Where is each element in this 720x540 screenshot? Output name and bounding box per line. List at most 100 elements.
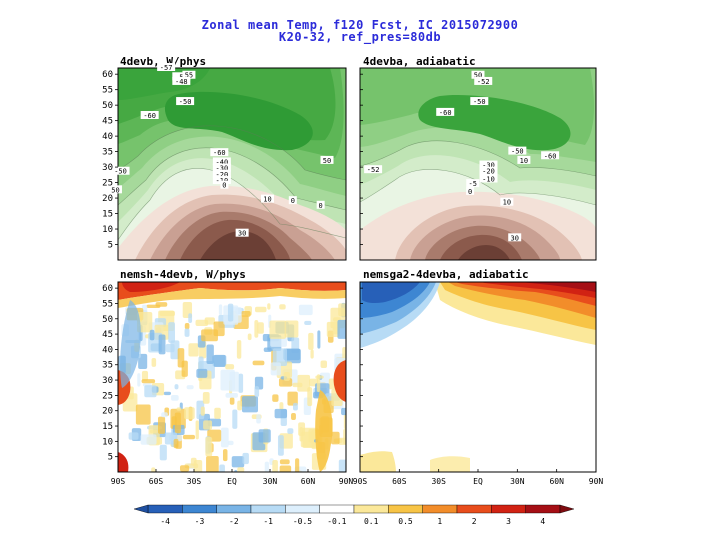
noise-cell bbox=[277, 435, 284, 456]
contour-label: -50 bbox=[511, 148, 524, 156]
p4-blue-4 bbox=[362, 282, 420, 304]
colorbar-label: -4 bbox=[160, 517, 170, 526]
noise-cell bbox=[173, 438, 179, 449]
noise-cell bbox=[284, 320, 299, 338]
noise-cell bbox=[292, 382, 303, 388]
noise-cell bbox=[254, 386, 260, 397]
noise-cell bbox=[252, 360, 265, 366]
noise-cell bbox=[159, 444, 167, 461]
contour-label: -10 bbox=[482, 175, 495, 183]
ytick-label: 5 bbox=[108, 453, 113, 463]
colorbar-segment bbox=[525, 504, 561, 514]
colorbar-segment bbox=[353, 504, 389, 514]
contour-label-bg bbox=[182, 70, 196, 79]
xtick-label: 90N bbox=[589, 477, 604, 486]
xtick-label: 60S bbox=[392, 477, 407, 486]
xtick-label: EQ bbox=[227, 477, 237, 486]
contour-label: 50 bbox=[323, 157, 331, 165]
noise-cell bbox=[344, 374, 346, 389]
contour-label: 50 bbox=[474, 72, 482, 80]
figure-title-line1: Zonal mean Temp, f120 Fcst, IC 201507290… bbox=[201, 18, 519, 32]
contour-label: -52 bbox=[367, 166, 380, 174]
contour-label-bg bbox=[220, 180, 229, 189]
noise-cell bbox=[195, 319, 209, 326]
noise-cell bbox=[213, 354, 226, 368]
p1-brown-6 bbox=[200, 231, 276, 260]
ytick-label: 40 bbox=[102, 345, 113, 355]
noise-cell bbox=[138, 353, 148, 369]
contour-label-bg bbox=[260, 194, 274, 203]
colorbar-segment bbox=[388, 504, 423, 514]
contour-label: -30 bbox=[482, 162, 495, 170]
ytick-label: 50 bbox=[102, 101, 113, 111]
ytick-label: 30 bbox=[102, 163, 113, 173]
noise-cell bbox=[295, 458, 300, 472]
panel1-plot bbox=[118, 68, 346, 260]
panel4-title: nemsga2-4devba, adiabatic bbox=[363, 268, 529, 281]
colorbar-arrow-left bbox=[133, 504, 149, 514]
colorbar-segment bbox=[250, 504, 286, 514]
noise-cell bbox=[272, 348, 288, 366]
noise-cell bbox=[257, 322, 264, 334]
colorbar-label: -2 bbox=[229, 517, 239, 526]
p2-contour-lines bbox=[360, 140, 596, 206]
ytick-label: 25 bbox=[102, 391, 113, 401]
noise-cell bbox=[247, 333, 252, 341]
noise-cell bbox=[184, 323, 190, 330]
contour-label: -60 bbox=[439, 109, 452, 117]
xtick-label: 60N bbox=[549, 477, 564, 486]
noise-cell bbox=[163, 391, 172, 396]
noise-cell bbox=[270, 337, 287, 347]
contour-label-bg bbox=[212, 163, 231, 172]
p3-top-orange bbox=[118, 288, 346, 308]
noise-cell bbox=[338, 303, 346, 317]
panel2-plot bbox=[360, 68, 596, 260]
colorbar-label: -0.5 bbox=[293, 517, 312, 526]
noise-cell bbox=[161, 412, 168, 418]
p3-left-lowred bbox=[118, 452, 129, 472]
contour-label-bg bbox=[541, 151, 560, 160]
noise-cell bbox=[141, 370, 149, 381]
colorbar-segment bbox=[422, 504, 458, 514]
noise-cell bbox=[149, 429, 158, 434]
noise-cell bbox=[128, 432, 139, 440]
xtick-label: 60N bbox=[301, 477, 316, 486]
noise-cell bbox=[287, 391, 298, 406]
noise-cell bbox=[222, 449, 228, 462]
noise-cell bbox=[304, 320, 312, 326]
contour-label-bg bbox=[212, 157, 231, 166]
noise-cell bbox=[220, 427, 229, 448]
p1-core-green bbox=[164, 91, 313, 151]
noise-cell bbox=[269, 320, 287, 339]
ytick-label: 35 bbox=[102, 148, 113, 158]
p2-core-green bbox=[418, 94, 571, 151]
noise-cell bbox=[287, 428, 294, 434]
contour-label-bg bbox=[436, 107, 455, 116]
noise-cell bbox=[225, 393, 238, 398]
ytick-label: 55 bbox=[102, 86, 113, 96]
contour-label: -20 bbox=[216, 171, 229, 179]
colorbar-segment bbox=[285, 504, 320, 514]
noise-cell bbox=[151, 467, 156, 472]
noise-cell bbox=[225, 364, 235, 370]
colorbar-label: 1 bbox=[437, 517, 442, 526]
noise-cell bbox=[137, 373, 141, 387]
colorbar-label: -0.1 bbox=[327, 517, 346, 526]
contour-label: -48 bbox=[175, 78, 188, 86]
noise-cell bbox=[149, 329, 155, 341]
contour-label: 30 bbox=[238, 230, 246, 238]
noise-cell bbox=[242, 452, 249, 465]
contour-label-bg bbox=[508, 146, 527, 155]
figure-title-line2: K20-32, ref_pres=80db bbox=[278, 30, 442, 44]
contour-label: -60 bbox=[143, 112, 156, 120]
noise-cell bbox=[241, 310, 251, 317]
noise-cell bbox=[157, 416, 166, 434]
noise-cell bbox=[234, 469, 238, 472]
noise-cell bbox=[214, 407, 221, 419]
noise-cell bbox=[298, 304, 313, 316]
p2-brown-6 bbox=[458, 245, 510, 260]
noise-cell bbox=[272, 394, 279, 402]
contour-label-bg bbox=[364, 165, 383, 174]
contour-label: -60 bbox=[213, 149, 226, 157]
